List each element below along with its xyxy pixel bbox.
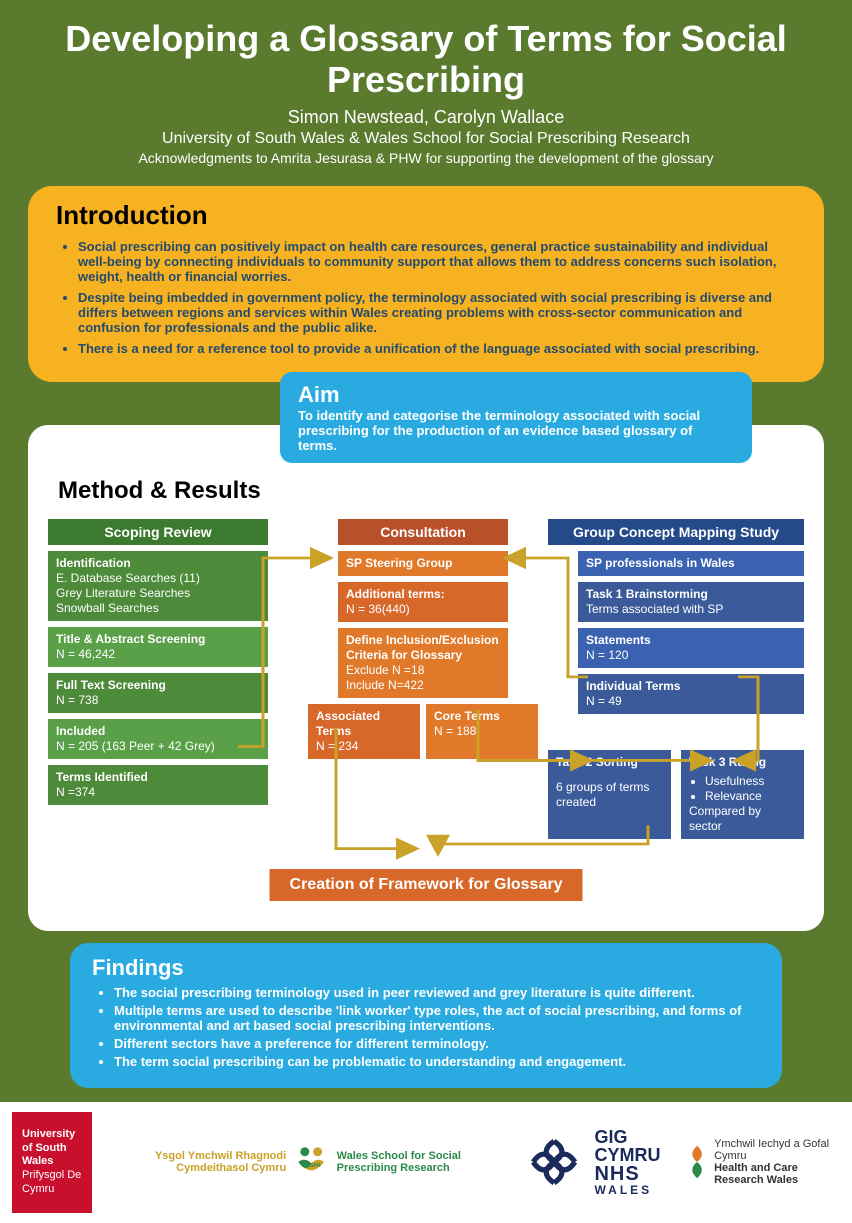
aim-panel: Aim To identify and categorise the termi…: [280, 372, 752, 463]
intro-bullet: Social prescribing can positively impact…: [78, 239, 796, 284]
findings-panel: Findings The social prescribing terminol…: [70, 943, 782, 1088]
intro-bullets: Social prescribing can positively impact…: [56, 239, 796, 356]
intro-bullet: Despite being imbedded in government pol…: [78, 290, 796, 335]
gcm-task1: Task 1 Brainstorming Terms associated wi…: [578, 582, 804, 622]
gcm-individual: Individual Terms N = 49: [578, 674, 804, 714]
scoping-identification: Identification E. Database Searches (11)…: [48, 551, 268, 621]
scoping-column: Scoping Review Identification E. Databas…: [48, 519, 268, 839]
method-heading: Method & Results: [58, 477, 804, 505]
findings-bullet: The term social prescribing can be probl…: [114, 1054, 760, 1069]
consult-steering: SP Steering Group: [338, 551, 508, 576]
acknowledgment: Acknowledgments to Amrita Jesurasa & PHW…: [30, 150, 822, 166]
findings-heading: Findings: [92, 955, 760, 981]
method-panel: Method & Results Scoping Review Identifi…: [28, 425, 824, 931]
scoping-head: Scoping Review: [48, 519, 268, 545]
gcm-statements: Statements N = 120: [578, 628, 804, 668]
scoping-fulltext: Full Text Screening N = 738: [48, 673, 268, 713]
consult-associated: Associated Terms N = 234: [308, 704, 420, 759]
gcm-professionals: SP professionals in Wales: [578, 551, 804, 576]
findings-bullet: Multiple terms are used to describe 'lin…: [114, 1003, 760, 1033]
findings-bullets: The social prescribing terminology used …: [92, 985, 760, 1069]
findings-bullet: Different sectors have a preference for …: [114, 1036, 760, 1051]
hcrw-logo: Ymchwil Iechyd a Gofal Cymru Health and …: [686, 1138, 840, 1186]
consult-criteria: Define Inclusion/Exclusion Criteria for …: [338, 628, 508, 698]
poster-title: Developing a Glossary of Terms for Socia…: [30, 18, 822, 101]
consult-core: Core Terms N = 188: [426, 704, 538, 759]
introduction-panel: Introduction Social prescribing can posi…: [28, 186, 824, 382]
intro-heading: Introduction: [56, 200, 796, 231]
flow-columns: Scoping Review Identification E. Databas…: [48, 519, 804, 909]
scoping-included: Included N = 205 (163 Peer + 42 Grey): [48, 719, 268, 759]
gcm-head: Group Concept Mapping Study: [548, 519, 804, 545]
consult-additional: Additional terms: N = 36(440): [338, 582, 508, 622]
svg-text:WSSPR: WSSPR: [302, 1163, 321, 1169]
celtic-knot-icon: [528, 1127, 580, 1197]
consult-head: Consultation: [338, 519, 508, 545]
authors: Simon Newstead, Carolyn Wallace: [30, 107, 822, 128]
gcm-task2: Task 2 Sorting 6 groups of terms created: [548, 750, 671, 839]
findings-bullet: The social prescribing terminology used …: [114, 985, 760, 1000]
wsspr-logo: Ysgol Ymchwil Rhagnodi Cymdeithasol Cymr…: [106, 1136, 515, 1188]
usw-logo: University of South Wales Prifysgol De C…: [12, 1112, 92, 1213]
scoping-terms: Terms Identified N =374: [48, 765, 268, 805]
footer-logos: University of South Wales Prifysgol De C…: [0, 1102, 852, 1223]
hcrw-icon: [686, 1138, 708, 1186]
aim-heading: Aim: [298, 382, 734, 408]
wsspr-icon: WSSPR: [292, 1136, 330, 1188]
consult-split: Associated Terms N = 234 Core Terms N = …: [308, 704, 538, 759]
gcm-column: Group Concept Mapping Study SP professio…: [548, 519, 804, 839]
framework-box: Creation of Framework for Glossary: [270, 869, 583, 901]
nhs-wales-logo: GIG CYMRU NHS WALES: [594, 1128, 671, 1196]
scoping-title-screening: Title & Abstract Screening N = 46,242: [48, 627, 268, 667]
gcm-task3: Task 3 Rating Usefulness Relevance Compa…: [681, 750, 804, 839]
consultation-column: Consultation SP Steering Group Additiona…: [308, 519, 538, 839]
aim-text: To identify and categorise the terminolo…: [298, 408, 734, 453]
gcm-tasks: Task 2 Sorting 6 groups of terms created…: [548, 750, 804, 839]
poster-header: Developing a Glossary of Terms for Socia…: [0, 0, 852, 174]
intro-bullet: There is a need for a reference tool to …: [78, 341, 796, 356]
affiliation: University of South Wales & Wales School…: [30, 130, 822, 148]
